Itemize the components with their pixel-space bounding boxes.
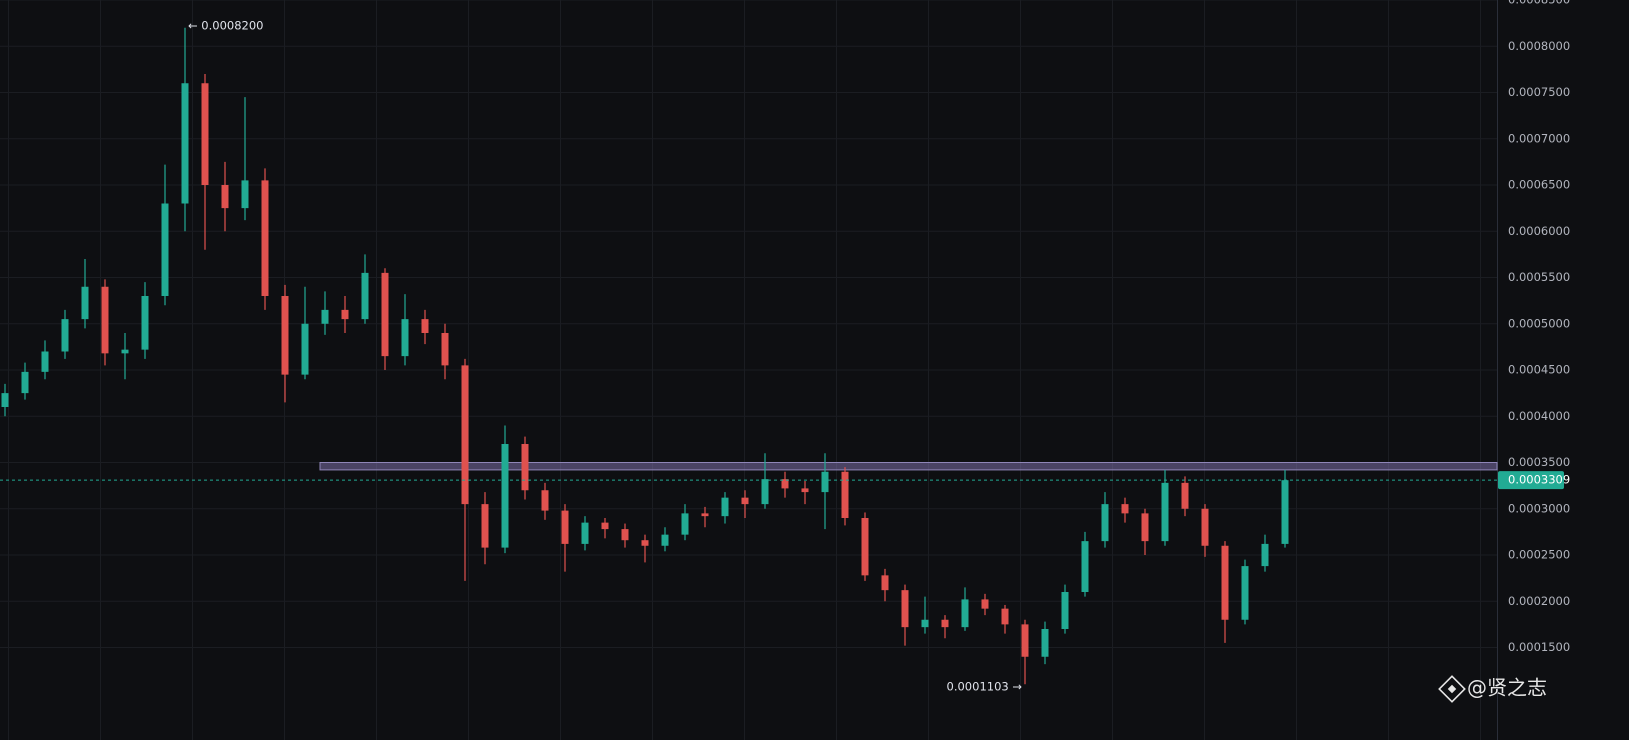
y-tick-label: 0.0003500 xyxy=(1508,455,1570,469)
candle-body xyxy=(561,510,569,544)
candle-body xyxy=(281,296,289,375)
candle-body xyxy=(301,323,309,375)
candle-body xyxy=(581,522,589,544)
y-tick-label: 0.0008000 xyxy=(1508,39,1570,53)
watermark-text: @贤之志 xyxy=(1467,676,1547,700)
candle-body xyxy=(241,180,249,209)
high-annotation: ← 0.0008200 xyxy=(188,18,263,32)
candle-body xyxy=(1201,508,1209,546)
candle-body xyxy=(1121,504,1129,514)
y-tick-label: 0.0004500 xyxy=(1508,363,1570,377)
candle-body xyxy=(261,180,269,296)
candle-body xyxy=(61,319,69,352)
candle-body xyxy=(941,619,949,628)
y-tick-label: 0.0008500 xyxy=(1508,0,1570,7)
candle-body xyxy=(601,522,609,530)
candle-body xyxy=(21,371,29,394)
candle-body xyxy=(821,471,829,493)
candle-body xyxy=(1101,504,1109,542)
candle-body xyxy=(1241,566,1249,620)
candle-body xyxy=(141,296,149,350)
candle-body xyxy=(1281,480,1289,544)
zone xyxy=(319,462,1498,471)
candle-body xyxy=(221,185,229,209)
y-tick-label: 0.0004000 xyxy=(1508,409,1570,423)
candle-body xyxy=(921,619,929,628)
candle-body xyxy=(421,319,429,333)
y-tick-label: 0.0003000 xyxy=(1508,501,1570,515)
watermark: @贤之志 xyxy=(1438,675,1547,703)
candle-body xyxy=(681,513,689,535)
candle-body xyxy=(621,529,629,541)
candle-body xyxy=(721,497,729,517)
y-tick-label: 0.0007500 xyxy=(1508,85,1570,99)
candle-body xyxy=(841,471,849,518)
candle-body xyxy=(361,272,369,320)
y-tick-label: 0.0005000 xyxy=(1508,316,1570,330)
candle-body xyxy=(201,83,209,185)
candle-body xyxy=(761,479,769,505)
candle-body xyxy=(741,497,749,505)
candle-body xyxy=(81,286,89,320)
candle-body xyxy=(981,599,989,609)
candle-body xyxy=(641,540,649,546)
candle-body xyxy=(881,575,889,591)
candle-body xyxy=(801,488,809,493)
candle-body xyxy=(961,599,969,628)
y-tick-label: 0.0006000 xyxy=(1508,224,1570,238)
candle-body xyxy=(701,513,709,517)
candle-body xyxy=(121,349,129,354)
candle-body xyxy=(461,365,469,505)
candle-body xyxy=(481,504,489,548)
y-tick-label: 0.0002000 xyxy=(1508,594,1570,608)
candle-body xyxy=(901,590,909,628)
candle-body xyxy=(1041,629,1049,657)
y-tick-label: 0.0002500 xyxy=(1508,548,1570,562)
candle-body xyxy=(181,83,189,204)
y-tick-label: 0.0005500 xyxy=(1508,270,1570,284)
last-price-label: 0.0003309 xyxy=(1508,473,1570,487)
candle-body xyxy=(101,286,109,354)
candle-body xyxy=(41,351,49,372)
candle-body xyxy=(1001,608,1009,625)
candle-body xyxy=(1021,624,1029,657)
candle-body xyxy=(1221,545,1229,620)
low-annotation: 0.0001103 → xyxy=(947,680,1023,694)
candle-body xyxy=(161,203,169,296)
candle-body xyxy=(341,309,349,320)
candle-body xyxy=(381,272,389,357)
last-price-box xyxy=(1498,471,1564,490)
y-tick-label: 0.0007000 xyxy=(1508,131,1570,145)
candle-body xyxy=(1181,482,1189,509)
candle-body xyxy=(781,479,789,489)
candle-body xyxy=(521,444,529,491)
candle-body xyxy=(1061,592,1069,629)
y-tick-label: 0.0006500 xyxy=(1508,178,1570,192)
candle-body xyxy=(541,490,549,511)
candle-body xyxy=(1161,482,1169,542)
candle-body xyxy=(1081,541,1089,592)
candle-body xyxy=(1,393,9,407)
y-tick-label: 0.0001500 xyxy=(1508,640,1570,654)
candle-body xyxy=(441,333,449,366)
candle-body xyxy=(861,518,869,576)
candle-body xyxy=(1261,543,1269,567)
candle-body xyxy=(661,534,669,546)
candle-body xyxy=(1141,513,1149,542)
candle-body xyxy=(401,319,409,357)
candle-body xyxy=(321,309,329,324)
candle-body xyxy=(501,444,509,548)
